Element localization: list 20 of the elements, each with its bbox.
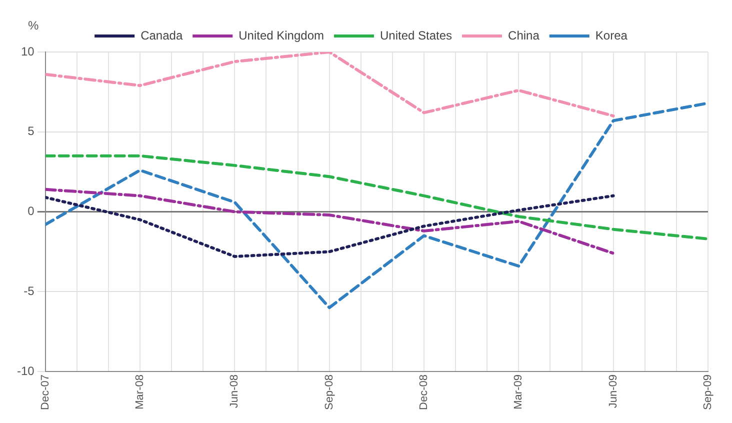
x-tick-label: Mar-09: [512, 374, 525, 410]
x-tick-label: Jun-09: [607, 374, 620, 408]
y-tick-label: -10: [17, 364, 35, 378]
x-tick-label: Mar-08: [134, 374, 146, 410]
y-tick-label: 10: [20, 44, 35, 58]
legend-label: United Kingdom: [238, 28, 324, 42]
x-tick-label: Sep-08: [323, 374, 336, 410]
y-tick-label: 0: [28, 204, 35, 218]
legend-label: Canada: [140, 28, 183, 42]
x-tick-label: Dec-08: [418, 374, 430, 410]
legend-label: China: [508, 28, 540, 42]
y-tick-label: -5: [24, 284, 35, 298]
x-tick-label: Dec-07: [39, 374, 52, 410]
y-axis-title: %: [28, 18, 39, 32]
y-tick-label: 5: [28, 124, 35, 138]
legend-label: Korea: [595, 28, 628, 42]
line-series: [45, 52, 615, 118]
x-tick-label: Sep-09: [702, 374, 714, 410]
legend-label: United States: [380, 28, 452, 42]
x-tick-label: Jun-08: [228, 374, 241, 408]
